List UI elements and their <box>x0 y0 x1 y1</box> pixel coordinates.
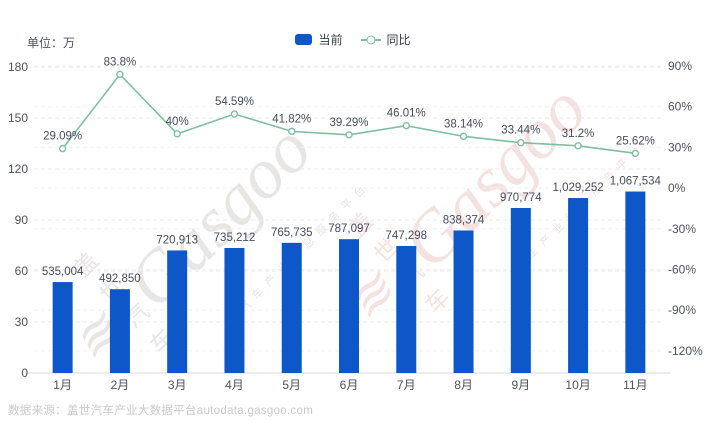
line-value-label: 31.2% <box>562 128 595 140</box>
bar-value-label: 1,029,252 <box>553 182 604 194</box>
bar-value-label: 735,212 <box>214 232 256 244</box>
line-point[interactable] <box>288 127 296 136</box>
bar[interactable] <box>224 248 245 373</box>
line-point[interactable] <box>173 130 181 138</box>
line-point[interactable] <box>58 144 67 153</box>
bar[interactable] <box>281 242 302 373</box>
line-point[interactable] <box>345 131 353 139</box>
bar-value-label: 535,004 <box>42 266 84 278</box>
left-axis-tick-label: 180 <box>8 60 28 74</box>
x-axis-category-label: 6月 <box>340 378 359 392</box>
left-axis-tick-label: 60 <box>15 264 29 278</box>
bar-value-label: 492,850 <box>99 273 141 285</box>
yoy-line <box>62 73 636 155</box>
legend-item-yoy[interactable]: 同比 <box>360 31 411 48</box>
left-axis-tick-label: 120 <box>8 162 28 176</box>
bar-value-label: 765,735 <box>271 227 313 239</box>
left-axis-tick-label: 90 <box>15 213 29 227</box>
line-value-label: 40% <box>166 116 189 128</box>
line-point[interactable] <box>574 142 582 150</box>
legend-label-yoy: 同比 <box>386 33 411 47</box>
x-axis-category-label: 4月 <box>225 378 244 392</box>
line-value-label: 83.8% <box>104 56 137 68</box>
right-axis-tick-label: 30% <box>668 140 692 154</box>
line-value-label: 46.01% <box>387 108 426 120</box>
line-value-label: 39.29% <box>329 117 368 129</box>
x-axis-category-label: 8月 <box>454 378 473 392</box>
line-value-label: 41.82% <box>272 113 311 125</box>
line-value-label: 38.14% <box>444 118 483 130</box>
bar-value-label: 720,913 <box>156 234 198 246</box>
left-axis-tick-label: 30 <box>15 315 29 329</box>
bar[interactable] <box>109 289 130 373</box>
legend-item-current[interactable]: 当前 <box>295 31 343 48</box>
x-axis-category-label: 5月 <box>282 378 301 392</box>
bar[interactable] <box>510 207 531 373</box>
legend-label-current: 当前 <box>318 33 343 47</box>
line-point[interactable] <box>402 121 410 130</box>
bar-value-label: 838,374 <box>443 214 485 226</box>
bar[interactable] <box>167 250 188 373</box>
right-axis-tick-label: -90% <box>668 303 696 317</box>
x-axis-category-label: 3月 <box>168 378 187 392</box>
bar[interactable] <box>52 282 73 373</box>
right-axis-tick-label: 90% <box>668 59 692 73</box>
line-value-label: 54.59% <box>215 96 254 108</box>
line-point[interactable] <box>116 70 124 79</box>
line-point[interactable] <box>230 110 239 118</box>
x-axis-category-label: 2月 <box>111 378 130 392</box>
line-series-swatch-icon <box>360 38 381 41</box>
bar[interactable] <box>453 230 474 373</box>
bar-value-label: 787,097 <box>328 223 370 235</box>
right-axis-tick-label: -60% <box>668 263 696 277</box>
bar-series-swatch-icon <box>295 34 313 45</box>
line-value-label: 25.62% <box>616 135 655 147</box>
line-point[interactable] <box>631 149 640 158</box>
left-axis-tick-label: 0 <box>21 366 28 380</box>
right-axis-tick-label: -120% <box>668 344 703 358</box>
left-axis-tick-label: 150 <box>8 111 28 125</box>
line-point[interactable] <box>459 132 468 141</box>
legend: 当前 同比 <box>0 31 706 48</box>
bar-value-label: 747,298 <box>385 230 427 242</box>
bar-value-label: 1,067,534 <box>610 176 662 188</box>
x-axis-category-label: 10月 <box>565 378 590 392</box>
right-axis-tick-label: -30% <box>668 222 696 236</box>
x-axis-category-label: 1月 <box>53 378 72 392</box>
bar[interactable] <box>568 198 589 373</box>
bar-value-label: 970,774 <box>500 192 542 204</box>
axis-unit-label: 单位：万 <box>27 36 76 50</box>
bar[interactable] <box>625 191 646 373</box>
data-source-note: 数据来源：盖世汽车产业大数据平台autodata.gasgoo.com <box>8 405 314 417</box>
line-point[interactable] <box>517 139 525 147</box>
x-axis-category-label: 11月 <box>623 378 647 392</box>
bar[interactable] <box>339 239 359 373</box>
bar[interactable] <box>396 245 417 373</box>
right-axis-tick-label: 60% <box>668 100 692 114</box>
line-value-label: 29.09% <box>43 131 82 143</box>
right-axis-tick-label: 0% <box>668 181 686 195</box>
line-value-label: 33.44% <box>501 125 540 137</box>
x-axis-category-label: 9月 <box>511 378 530 392</box>
x-axis-category-label: 7月 <box>397 378 416 392</box>
